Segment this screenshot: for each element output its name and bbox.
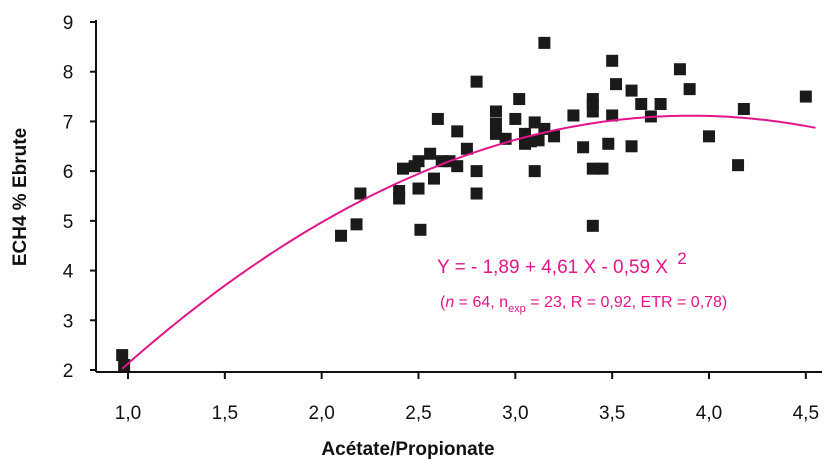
data-point <box>470 75 483 88</box>
data-point <box>350 218 363 231</box>
data-point <box>586 162 599 175</box>
x-tick-label: 1,5 <box>212 403 238 424</box>
data-point <box>354 187 367 200</box>
y-tick-label: 9 <box>63 13 74 34</box>
y-ticks: 2 3 4 5 6 7 8 9 <box>63 13 96 382</box>
data-point <box>513 93 526 106</box>
stats-open: ( <box>440 294 446 311</box>
data-point <box>703 130 715 143</box>
data-point <box>673 63 686 76</box>
data-point <box>606 54 619 67</box>
data-point <box>528 165 541 178</box>
y-tick-label: 8 <box>63 63 74 84</box>
stats-sub: exp <box>508 303 526 315</box>
data-point <box>586 93 599 106</box>
data-point <box>799 90 812 103</box>
data-point <box>602 137 615 150</box>
data-point <box>586 219 599 232</box>
data-point <box>116 349 129 362</box>
stats-mid: = 64, n <box>454 294 508 311</box>
data-point <box>427 172 440 185</box>
stats-n: n <box>445 294 454 311</box>
y-tick-label: 6 <box>63 162 74 183</box>
x-tick-label: 3,5 <box>599 403 625 424</box>
y-tick-label: 7 <box>63 112 74 133</box>
x-tick-label: 3,0 <box>502 403 528 424</box>
data-point <box>489 117 502 130</box>
data-point <box>567 109 580 122</box>
data-point <box>538 36 551 49</box>
data-point <box>737 103 750 115</box>
x-tick-label: 4,0 <box>696 403 722 424</box>
equation-superscript: 2 <box>677 249 686 268</box>
data-point <box>335 229 348 242</box>
data-point <box>586 105 599 118</box>
data-point <box>393 192 406 205</box>
y-tick-label: 4 <box>63 262 74 283</box>
data-point <box>625 84 638 97</box>
data-point <box>451 125 464 138</box>
data-point <box>489 105 502 118</box>
data-point <box>596 162 609 175</box>
y-tick-label: 2 <box>63 361 74 382</box>
x-axis-title: Acétate/Propionate <box>321 439 494 459</box>
data-point <box>460 142 473 155</box>
data-point <box>606 109 619 122</box>
x-tick-label: 2,0 <box>308 403 334 424</box>
x-tick-label: 2,5 <box>405 403 431 424</box>
data-point <box>532 134 545 147</box>
data-point <box>528 116 541 129</box>
data-point <box>625 140 638 153</box>
axes <box>95 20 822 373</box>
x-tick-label: 1,0 <box>115 403 141 424</box>
equation-main: Y = - 1,89 + 4,61 X - 0,59 X <box>437 257 668 278</box>
regression-stats: (n = 64, nexp = 23, R = 0,92, ETR = 0,78… <box>440 294 727 315</box>
data-point <box>451 160 464 173</box>
data-point <box>489 127 502 140</box>
stats-end: = 23, R = 0,92, ETR = 0,78) <box>526 294 727 311</box>
data-point <box>397 162 410 175</box>
data-point <box>635 98 648 111</box>
data-point <box>412 182 425 195</box>
regression-curve <box>121 114 816 370</box>
regression-equation: Y = - 1,89 + 4,61 X - 0,59 X 2 <box>437 249 687 278</box>
data-point <box>509 112 522 125</box>
data-point <box>412 155 425 168</box>
data-point <box>654 98 667 111</box>
data-point <box>431 112 444 125</box>
data-point <box>414 223 427 236</box>
y-tick-label: 5 <box>63 212 74 233</box>
data-point <box>424 147 437 160</box>
x-ticks: 1,0 1,5 2,0 2,5 3,0 3,5 4,0 4,5 <box>115 372 819 424</box>
x-tick-label: 4,5 <box>793 403 819 424</box>
data-point <box>577 141 590 154</box>
data-point <box>118 359 131 372</box>
data-point <box>470 187 483 200</box>
data-point <box>470 165 483 178</box>
data-point <box>548 130 561 143</box>
y-axis-title: ECH4 % Ebrute <box>10 128 31 266</box>
data-point <box>683 83 696 96</box>
data-points <box>116 36 812 372</box>
data-point <box>732 159 745 172</box>
data-point <box>610 78 623 91</box>
y-tick-label: 3 <box>63 311 74 332</box>
